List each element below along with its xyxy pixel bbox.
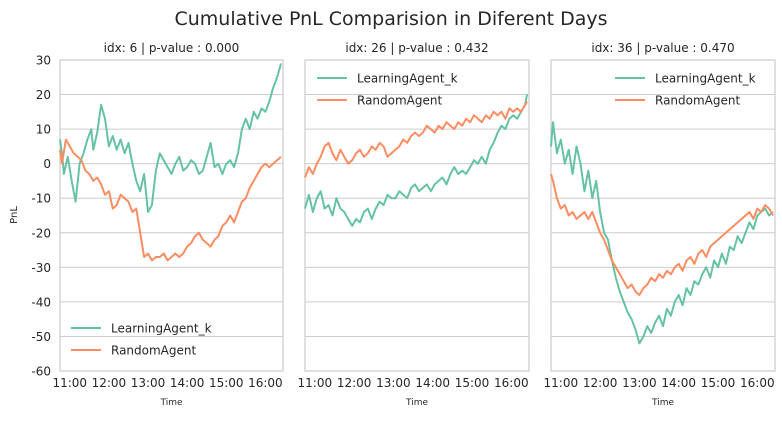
- y-tick-label: 0: [43, 157, 51, 171]
- x-tick-label: 16:00: [740, 376, 775, 390]
- y-tick-label: -40: [31, 295, 51, 309]
- x-tick-label: 11:00: [298, 376, 333, 390]
- x-tick-label: 15:00: [455, 376, 490, 390]
- series-line-randomagent: [59, 138, 282, 262]
- x-tick-label: 16:00: [494, 376, 529, 390]
- series-line-randomagent: [304, 101, 528, 178]
- x-tick-label: 11:00: [52, 376, 87, 390]
- x-tick-label: 16:00: [248, 376, 283, 390]
- y-tick-label: -20: [31, 226, 51, 240]
- legend-label-randomagent: RandomAgent: [111, 344, 196, 358]
- y-tick-label: 20: [36, 88, 51, 102]
- subplot-idx-36: 11:00 12:00 13:00 14:00 15:00 16:00 idx: 36 | …: [544, 41, 776, 408]
- subplot-title: idx: 6 | p-value : 0.000: [104, 41, 240, 55]
- plot-frame: [550, 59, 776, 372]
- y-tick-label: -10: [31, 192, 51, 206]
- series-line-learningagent: [59, 63, 282, 213]
- legend-label-learningagent: LearningAgent_k: [111, 322, 212, 336]
- subplot-idx-26: 11:00 12:00 13:00 14:00 15:00 16:00 idx: 26 | …: [298, 41, 530, 408]
- legend-label-learningagent: LearningAgent_k: [357, 72, 458, 86]
- figure-title: Cumulative PnL Comparision in Diferent D…: [174, 8, 607, 30]
- x-tick-label: 11:00: [544, 376, 579, 390]
- legend-label-learningagent: LearningAgent_k: [655, 72, 756, 86]
- x-tick-label: 14:00: [661, 376, 696, 390]
- x-axis-label: Time: [405, 398, 428, 408]
- plot-frame: [304, 59, 530, 372]
- series-line-learningagent: [550, 121, 774, 345]
- subplot-title: idx: 36 | p-value : 0.470: [591, 41, 734, 55]
- y-tick-label: 10: [36, 123, 51, 137]
- y-tick-label: -60: [31, 365, 51, 379]
- x-tick-label: 15:00: [209, 376, 244, 390]
- x-tick-label: 12:00: [92, 376, 127, 390]
- x-tick-label: 15:00: [701, 376, 736, 390]
- x-tick-label: 13:00: [376, 376, 411, 390]
- series-line-learningagent: [304, 94, 528, 227]
- y-axis-label: PnL: [9, 206, 20, 224]
- x-axis-label: Time: [159, 398, 182, 408]
- series-line-randomagent: [550, 173, 774, 296]
- legend-label-randomagent: RandomAgent: [655, 94, 740, 108]
- subplot-title: idx: 26 | p-value : 0.432: [345, 41, 488, 55]
- x-tick-label: 13:00: [131, 376, 166, 390]
- y-tick-label: -30: [31, 261, 51, 275]
- legend-label-randomagent: RandomAgent: [357, 94, 442, 108]
- x-tick-label: 13:00: [622, 376, 657, 390]
- x-tick-label: 12:00: [337, 376, 372, 390]
- x-tick-label: 12:00: [583, 376, 618, 390]
- x-tick-label: 14:00: [415, 376, 450, 390]
- plot-frame: [59, 59, 284, 372]
- x-tick-label: 14:00: [170, 376, 205, 390]
- subplot-idx-6: 11:00 12:00 13:00 14:00 15:00 16:00 30 20 10 0 -10…: [31, 41, 284, 408]
- x-axis-label: Time: [651, 398, 674, 408]
- y-tick-label: 30: [36, 54, 51, 68]
- y-tick-label: -50: [31, 330, 51, 344]
